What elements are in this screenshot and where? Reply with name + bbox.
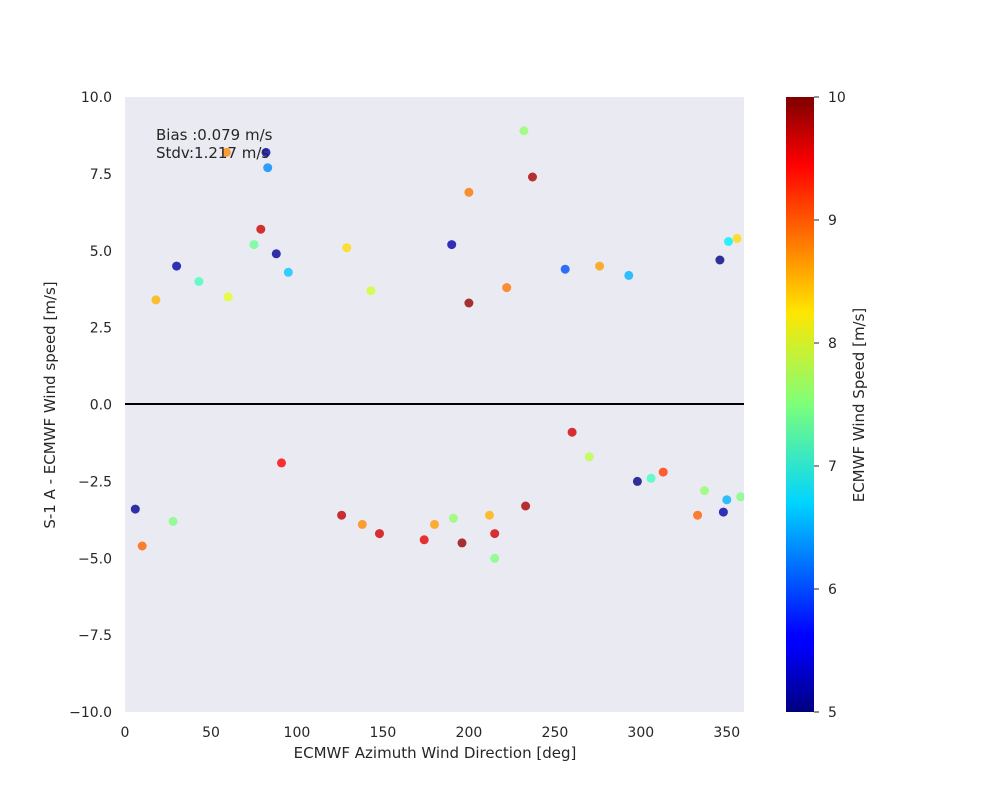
y-tick-label: 5.0 [90,244,112,260]
scatter-point [528,172,537,182]
scatter-point [693,510,703,520]
scatter-point [490,529,500,539]
scatter-point [221,147,231,157]
scatter-point [419,535,429,545]
scatter-point [584,452,594,462]
colorbar-tick-label: 9 [828,213,837,229]
scatter-point [256,224,266,234]
colorbar-tick-label: 6 [828,582,837,598]
scatter-point [277,458,286,468]
colorbar-tick-label: 8 [828,336,837,352]
x-axis-label: ECMWF Azimuth Wind Direction [deg] [294,744,577,762]
scatter-point [632,476,642,486]
scatter-point [366,286,376,296]
x-tick-label: 150 [370,725,397,741]
colorbar-label: ECMWF Wind Speed [m/s] [850,308,868,503]
scatter-point [732,233,742,243]
scatter-point [724,237,733,246]
scatter-point [722,495,732,505]
scatter-point [342,243,352,253]
scatter-point [700,486,709,496]
colorbar-ticks: 5 6 7 8 9 10 [814,90,846,721]
x-tick-label: 50 [202,725,220,741]
scatter-point [490,553,500,563]
scatter-point [223,292,233,302]
x-tick-label: 100 [284,725,311,741]
scatter-point [194,277,204,286]
scatter-point [502,283,512,293]
scatter-point [519,126,529,136]
scatter-point [249,240,259,250]
scatter-point [485,510,494,520]
scatter-point [464,298,474,308]
scatter-point [130,504,140,514]
scatter-point [718,507,728,517]
y-tick-label: 7.5 [90,167,112,183]
x-tick-label: 0 [121,725,130,741]
scatter-point [357,519,367,529]
colorbar-tick-label: 7 [828,459,837,475]
colorbar-tick-label: 10 [828,90,846,106]
scatter-point [560,264,570,274]
scatter-point [715,255,725,265]
scatter-point [283,267,293,277]
y-tick-label: −10.0 [69,705,112,721]
y-tick-label: 0.0 [90,398,112,414]
scatter-point [430,519,439,529]
x-tick-label: 300 [627,725,654,741]
x-tick-label: 350 [713,725,740,741]
y-tick-label: −2.5 [78,474,112,490]
scatter-point [261,147,271,157]
scatter-point [567,427,577,437]
scatter-point [151,295,161,305]
bias-annotation: Bias :0.079 m/s [156,126,273,144]
colorbar [786,97,814,712]
x-axis-ticks: 0 50 100 150 200 250 300 350 [121,725,741,741]
scatter-point [337,510,347,520]
scatter-points [130,126,744,563]
x-tick-label: 200 [456,725,483,741]
colorbar-tick-label: 5 [828,705,837,721]
scatter-point [172,261,182,271]
scatter-point [168,516,178,526]
y-tick-label: 2.5 [90,321,112,337]
x-tick-label: 250 [542,725,569,741]
scatter-point [375,529,384,539]
scatter-point [595,261,605,271]
scatter-point [464,187,474,197]
scatter-point [271,249,281,259]
y-axis-ticks: −10.0 −7.5 −5.0 −2.5 0.0 2.5 5.0 7.5 10.0 [69,90,112,721]
y-axis-label: S-1 A - ECMWF Wind speed [m/s] [41,281,59,528]
scatter-point [658,467,668,477]
scatter-point [521,501,531,511]
scatter-point [736,492,744,502]
scatter-point [624,270,634,280]
y-tick-label: −7.5 [78,628,112,644]
y-tick-label: 10.0 [81,90,112,106]
scatter-point [457,538,467,548]
stdv-annotation: Stdv:1.217 m/s [156,144,269,162]
scatter-point [137,541,147,551]
y-tick-label: −5.0 [78,551,112,567]
scatter-point [448,513,458,523]
scatter-point [263,163,273,173]
scatter-point [447,240,457,250]
scatter-point [646,473,656,483]
